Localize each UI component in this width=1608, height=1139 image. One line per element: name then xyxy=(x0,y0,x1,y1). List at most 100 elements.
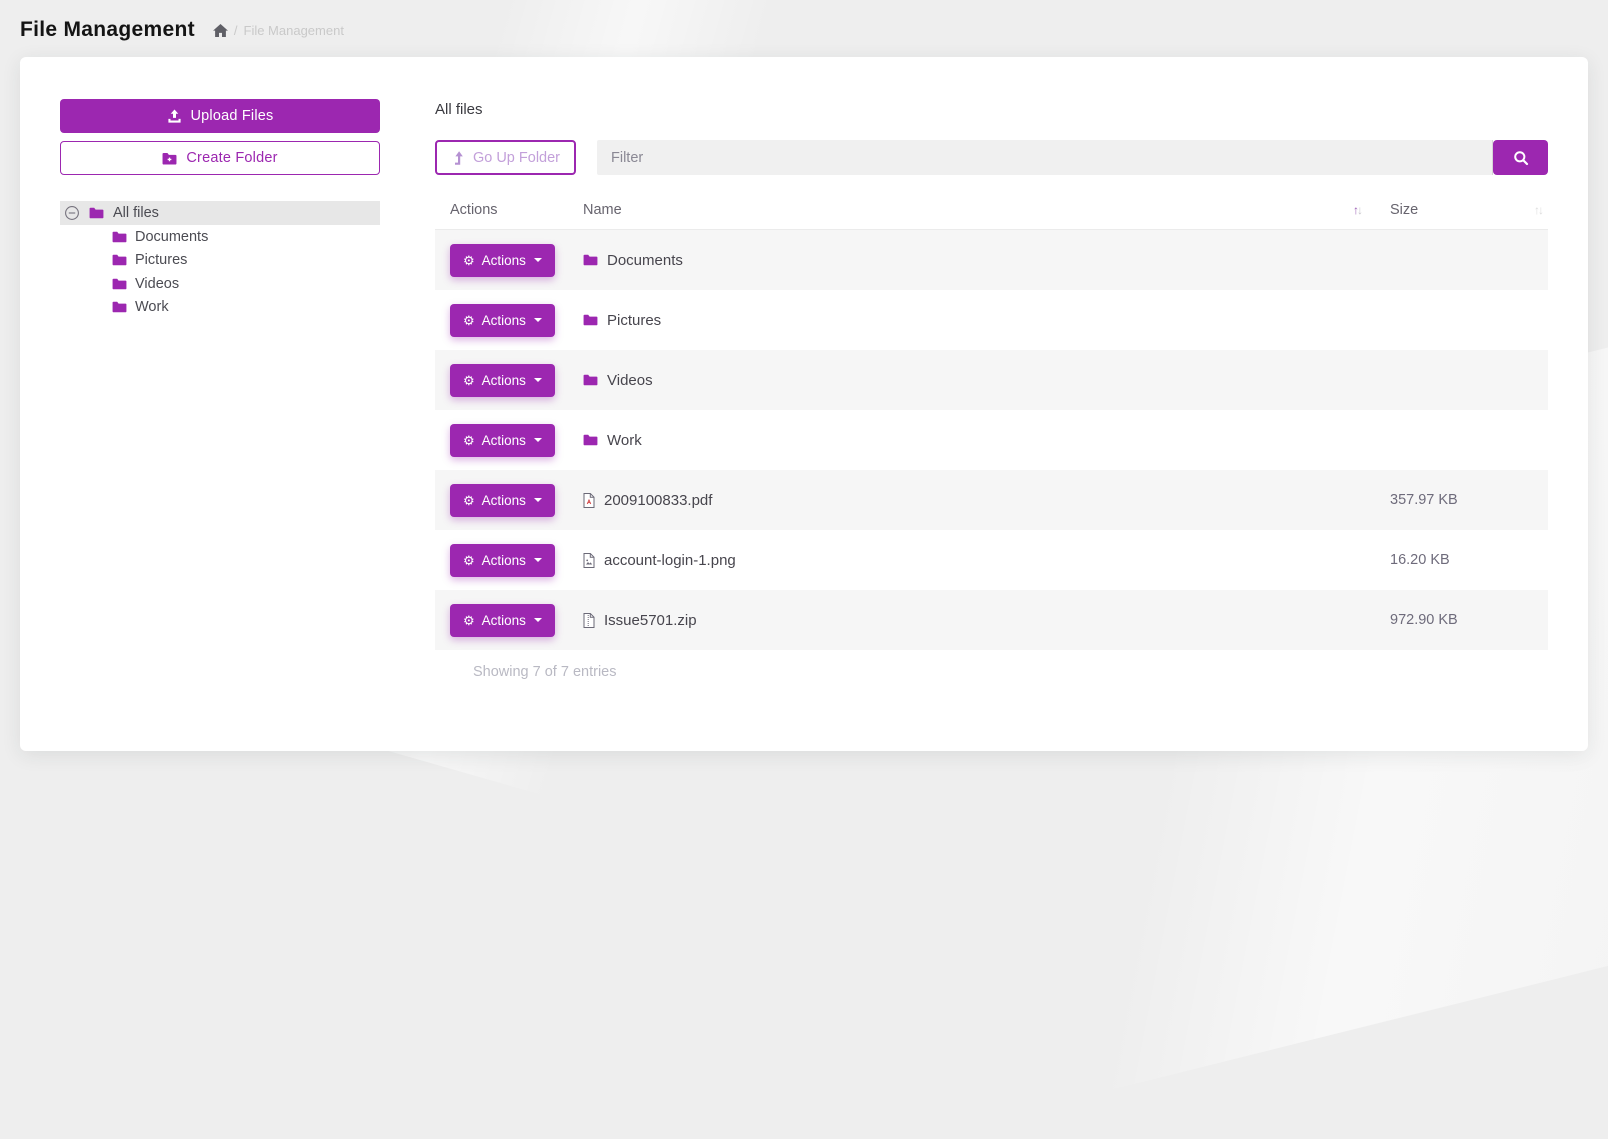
sidebar: Upload Files Create Folder All files xyxy=(60,99,380,751)
row-actions-label: Actions xyxy=(481,252,526,268)
caret-down-icon xyxy=(533,378,542,382)
level-up-icon xyxy=(451,150,464,166)
search-button[interactable] xyxy=(1493,140,1548,175)
file-size: 972.90 KB xyxy=(1390,612,1458,628)
go-up-folder-label: Go Up Folder xyxy=(472,149,561,166)
file-name: Work xyxy=(607,431,642,449)
search-icon xyxy=(1513,150,1529,166)
archive-file-icon xyxy=(583,612,595,628)
tree-item-label: Videos xyxy=(135,275,180,292)
gear-icon: ⚙ xyxy=(463,432,475,448)
row-actions-button[interactable]: ⚙ Actions xyxy=(450,243,555,277)
caret-down-icon xyxy=(533,438,542,442)
table-row: ⚙ Actions Videos xyxy=(435,350,1548,410)
tree-item-label: Work xyxy=(135,299,169,316)
gear-icon: ⚙ xyxy=(463,492,475,508)
folder-icon xyxy=(89,207,104,219)
file-manager-card: Upload Files Create Folder All files xyxy=(20,57,1588,751)
gear-icon: ⚙ xyxy=(463,372,475,388)
folder-icon xyxy=(112,301,127,313)
tree-item-all-files[interactable]: All files xyxy=(60,201,380,225)
go-up-folder-button[interactable]: Go Up Folder xyxy=(435,140,576,175)
table-row: ⚙ Actions Work xyxy=(435,410,1548,470)
caret-down-icon xyxy=(533,258,542,262)
row-actions-label: Actions xyxy=(481,312,526,328)
gear-icon: ⚙ xyxy=(463,612,475,628)
breadcrumb: / File Management xyxy=(212,22,344,38)
actions-column-header: Actions xyxy=(450,201,498,218)
file-name-cell[interactable]: Videos xyxy=(583,372,1375,389)
pdf-file-icon xyxy=(583,492,595,508)
row-actions-button[interactable]: ⚙ Actions xyxy=(450,603,555,637)
tree-item-documents[interactable]: Documents xyxy=(60,225,380,249)
folder-icon xyxy=(112,254,127,266)
minus-circle-icon[interactable] xyxy=(64,205,80,221)
row-actions-button[interactable]: ⚙ Actions xyxy=(450,483,555,517)
file-name: Pictures xyxy=(607,311,662,329)
file-name-cell[interactable]: 2009100833.pdf xyxy=(583,492,1375,509)
caret-down-icon xyxy=(533,618,542,622)
toolbar: Go Up Folder xyxy=(435,140,1548,175)
file-name-cell[interactable]: account-login-1.png xyxy=(583,552,1375,569)
folder-tree: All files Documents Pictures Videos xyxy=(60,201,380,319)
gear-icon: ⚙ xyxy=(463,552,475,568)
page-header: File Management / File Management xyxy=(20,18,344,42)
row-actions-label: Actions xyxy=(481,492,526,508)
file-name: 2009100833.pdf xyxy=(604,491,713,509)
tree-item-work[interactable]: Work xyxy=(60,296,380,320)
caret-down-icon xyxy=(533,498,542,502)
upload-files-button[interactable]: Upload Files xyxy=(60,99,380,133)
folder-icon xyxy=(583,434,598,446)
table-row: ⚙ Actions account-login-1.png 16.20 KB xyxy=(435,530,1548,590)
table-row: ⚙ Actions 2009100833.pdf 357.97 KB xyxy=(435,470,1548,530)
name-column-header[interactable]: Name xyxy=(583,201,622,218)
file-list-panel: All files Go Up Folder Actions Name xyxy=(435,99,1548,751)
file-name: Issue5701.zip xyxy=(604,611,697,629)
upload-icon xyxy=(167,108,182,124)
filter-group xyxy=(597,140,1548,175)
row-actions-label: Actions xyxy=(481,432,526,448)
row-actions-label: Actions xyxy=(481,552,526,568)
entries-summary: Showing 7 of 7 entries xyxy=(473,664,617,680)
current-folder-label: All files xyxy=(435,101,483,118)
row-actions-button[interactable]: ⚙ Actions xyxy=(450,363,555,397)
table-row: ⚙ Actions Issue5701.zip 972.90 KB xyxy=(435,590,1548,650)
file-name: Documents xyxy=(607,251,683,269)
tree-item-pictures[interactable]: Pictures xyxy=(60,249,380,273)
file-size: 357.97 KB xyxy=(1390,492,1458,508)
file-name-cell[interactable]: Issue5701.zip xyxy=(583,612,1375,629)
tree-item-videos[interactable]: Videos xyxy=(60,272,380,296)
home-icon[interactable] xyxy=(212,23,228,37)
row-actions-button[interactable]: ⚙ Actions xyxy=(450,543,555,577)
row-actions-label: Actions xyxy=(481,612,526,628)
gear-icon: ⚙ xyxy=(463,312,475,328)
create-folder-button[interactable]: Create Folder xyxy=(60,141,380,175)
file-name: account-login-1.png xyxy=(604,551,736,569)
folder-icon xyxy=(112,278,127,290)
folder-icon xyxy=(583,254,598,266)
table-row: ⚙ Actions Documents xyxy=(435,230,1548,290)
row-actions-button[interactable]: ⚙ Actions xyxy=(450,423,555,457)
tree-item-label: Pictures xyxy=(135,252,188,269)
size-sort-icon[interactable]: ↑↓ xyxy=(1534,202,1544,217)
breadcrumb-separator: / xyxy=(233,22,238,38)
table-row: ⚙ Actions Pictures xyxy=(435,290,1548,350)
file-name-cell[interactable]: Documents xyxy=(583,252,1375,269)
name-sort-icon[interactable]: ↑↓ xyxy=(1353,202,1363,217)
size-column-header[interactable]: Size xyxy=(1390,201,1419,218)
file-name-cell[interactable]: Pictures xyxy=(583,312,1375,329)
page-title: File Management xyxy=(20,18,195,41)
row-actions-button[interactable]: ⚙ Actions xyxy=(450,303,555,337)
file-name: Videos xyxy=(607,371,653,389)
caret-down-icon xyxy=(533,558,542,562)
breadcrumb-current: File Management xyxy=(243,22,344,38)
file-name-cell[interactable]: Work xyxy=(583,432,1375,449)
caret-down-icon xyxy=(533,318,542,322)
row-actions-label: Actions xyxy=(481,372,526,388)
table-header: Actions Name ↑↓ Size ↑↓ xyxy=(435,190,1548,230)
folder-icon xyxy=(583,314,598,326)
tree-item-label: Documents xyxy=(135,228,209,245)
create-folder-label: Create Folder xyxy=(186,150,278,166)
filter-input[interactable] xyxy=(597,140,1493,175)
folder-icon xyxy=(583,374,598,386)
